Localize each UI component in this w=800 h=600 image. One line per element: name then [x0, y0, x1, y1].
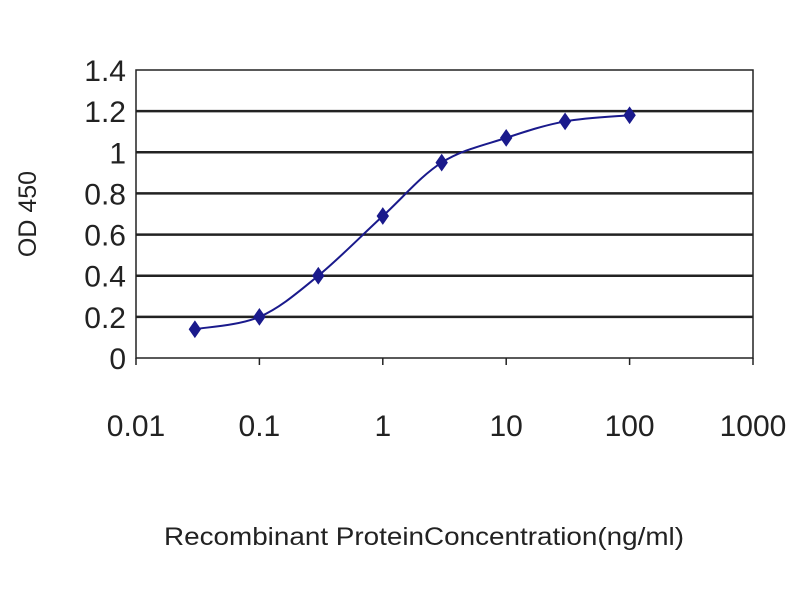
x-axis-title: Recombinant ProteinConcentration(ng/ml) — [164, 523, 684, 551]
y-tick-label: 0.8 — [84, 178, 126, 211]
y-axis-title: OD 450 — [14, 171, 42, 257]
y-tick-label: 0 — [109, 343, 126, 376]
x-tick-label: 0.1 — [239, 410, 281, 443]
data-point — [312, 266, 325, 285]
data-point — [376, 207, 390, 225]
plot-area — [135, 69, 754, 359]
y-tick-label: 1.4 — [84, 55, 126, 88]
y-tick-label: 0.4 — [84, 261, 126, 294]
x-axis-ticks — [135, 358, 754, 365]
y-tick-label: 1.2 — [84, 96, 126, 129]
grid-lines — [136, 109, 753, 319]
data-point — [435, 153, 448, 172]
y-axis-tick-labels: 0 0.2 0.4 0.6 0.8 1 1.2 1.4 — [84, 55, 126, 376]
series-layer — [188, 106, 636, 339]
data-point — [499, 129, 513, 147]
x-tick-label: 100 — [605, 410, 655, 443]
x-axis-tick-labels: 0.01 0.1 1 10 100 1000 — [107, 410, 787, 443]
data-point — [188, 320, 202, 339]
data-point — [558, 112, 572, 131]
x-tick-label: 10 — [490, 410, 523, 443]
x-tick-label: 1000 — [720, 410, 787, 443]
data-point — [253, 307, 266, 326]
data-point — [623, 106, 636, 125]
y-tick-label: 0.6 — [84, 220, 126, 253]
y-tick-label: 0.2 — [84, 302, 126, 335]
y-tick-label: 1 — [109, 137, 126, 170]
x-tick-label: 1 — [374, 410, 391, 443]
x-tick-label: 0.01 — [107, 410, 165, 443]
series-line — [194, 114, 630, 331]
